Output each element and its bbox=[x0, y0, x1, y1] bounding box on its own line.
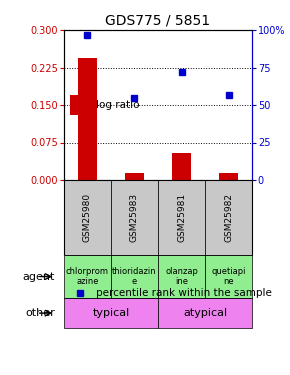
Text: agent: agent bbox=[23, 272, 55, 282]
Text: percentile rank within the sample: percentile rank within the sample bbox=[96, 288, 272, 297]
Text: thioridazin
e: thioridazin e bbox=[112, 267, 157, 286]
Bar bbox=[158, 255, 205, 298]
Bar bbox=[78, 57, 97, 180]
Bar bbox=[172, 153, 191, 180]
Text: quetiapi
ne: quetiapi ne bbox=[211, 267, 246, 286]
Text: GSM25980: GSM25980 bbox=[83, 193, 92, 242]
Bar bbox=[205, 255, 252, 298]
Bar bbox=[70, 95, 90, 116]
Text: GSM25983: GSM25983 bbox=[130, 193, 139, 242]
Bar bbox=[219, 172, 238, 180]
Text: GSM25982: GSM25982 bbox=[224, 193, 233, 242]
Text: chlorprom
azine: chlorprom azine bbox=[66, 267, 109, 286]
Text: other: other bbox=[25, 308, 55, 318]
Bar bbox=[64, 298, 158, 328]
Bar bbox=[64, 180, 111, 255]
Bar bbox=[111, 180, 158, 255]
Bar bbox=[158, 298, 252, 328]
Text: typical: typical bbox=[92, 308, 130, 318]
Bar bbox=[125, 172, 144, 180]
Text: olanzap
ine: olanzap ine bbox=[165, 267, 198, 286]
Text: log ratio: log ratio bbox=[96, 100, 139, 110]
Text: atypical: atypical bbox=[183, 308, 227, 318]
Bar bbox=[111, 255, 158, 298]
Title: GDS775 / 5851: GDS775 / 5851 bbox=[106, 13, 211, 27]
Text: GSM25981: GSM25981 bbox=[177, 193, 186, 242]
Bar bbox=[64, 255, 111, 298]
Bar bbox=[158, 180, 205, 255]
Bar bbox=[205, 180, 252, 255]
